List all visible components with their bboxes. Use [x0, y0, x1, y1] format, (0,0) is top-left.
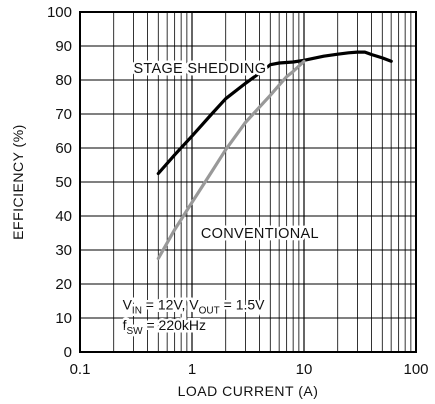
- y-tick-label: 20: [55, 276, 72, 293]
- annotation-fsw-value: = 220kHz: [143, 317, 206, 333]
- annotation-line2: fSW = 220kHz: [123, 317, 206, 337]
- y-tick-label: 60: [55, 140, 72, 157]
- annotation-line1: VIN = 12V, VOUT = 1.5V: [123, 297, 266, 317]
- x-tick-label: 1: [188, 361, 196, 378]
- series-label-stage-shedding: STAGE SHEDDING: [133, 61, 266, 77]
- y-tick-label: 80: [55, 72, 72, 89]
- annotation-in-subscript: IN: [132, 306, 142, 317]
- y-tick-label: 30: [55, 242, 72, 259]
- y-tick-label: 40: [55, 208, 72, 225]
- annotation-f: f: [123, 317, 127, 333]
- y-tick-label: 0: [64, 344, 72, 361]
- tick-labels: 0 10 20 30 40 50 60 70 80 90 100 0.1 1 10 100: [47, 4, 429, 378]
- annotation-sw-subscript: SW: [126, 326, 143, 337]
- series-group: [156, 50, 393, 261]
- x-tick-label: 10: [296, 361, 313, 378]
- annotation-vin-value: = 12V, V: [142, 297, 199, 313]
- x-axis-title: LOAD CURRENT (A): [178, 383, 319, 399]
- y-tick-label: 90: [55, 38, 72, 55]
- annotation-out-subscript: OUT: [199, 306, 220, 317]
- x-tick-label: 100: [403, 361, 428, 378]
- series-line-conventional: [156, 59, 306, 261]
- y-axis-title: EFFICIENCY (%): [10, 124, 26, 240]
- x-tick-label: 0.1: [70, 361, 91, 378]
- y-tick-label: 100: [47, 4, 72, 21]
- annotation-v: V: [123, 297, 133, 313]
- y-tick-label: 10: [55, 310, 72, 327]
- series-label-conventional: CONVENTIONAL: [201, 226, 319, 242]
- annotation-vout-value: = 1.5V: [220, 297, 265, 313]
- y-tick-label: 50: [55, 174, 72, 191]
- series-line-stage-shedding: [156, 50, 393, 176]
- y-tick-label: 70: [55, 106, 72, 123]
- plot-frame: [79, 11, 417, 353]
